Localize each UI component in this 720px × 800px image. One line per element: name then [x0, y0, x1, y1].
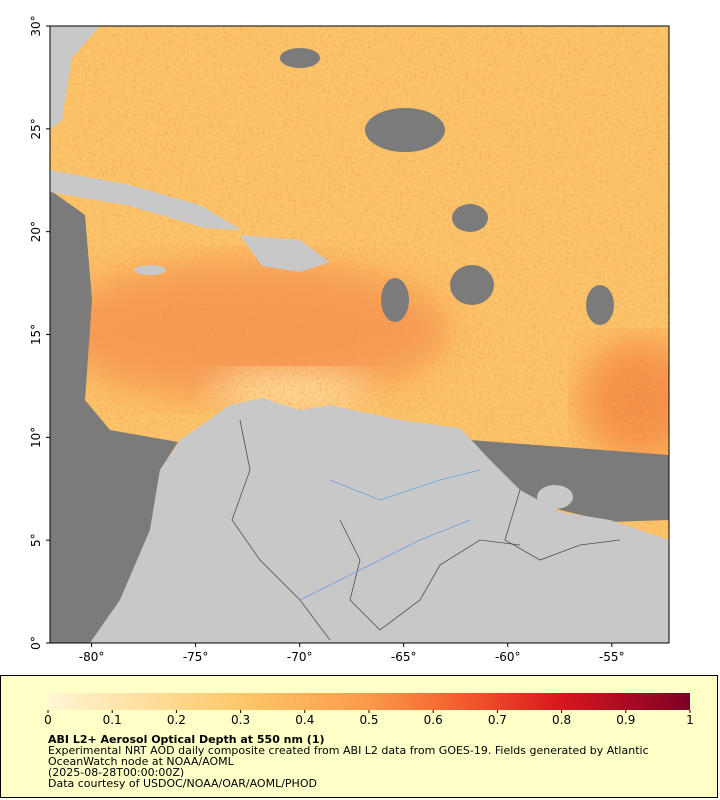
- colorbar-tick-label: 0.5: [359, 713, 378, 726]
- caption-credit: Data courtesy of USDOC/NOAA/OAR/AOML/PHO…: [48, 777, 317, 790]
- colorbar-tick-label: 0.7: [488, 713, 507, 726]
- colorbar-tick-label: 0.6: [424, 713, 443, 726]
- colorbar-ramp: [48, 693, 690, 710]
- lon-tick-label: -70°: [287, 650, 313, 664]
- lon-tick-label: -75°: [183, 650, 209, 664]
- colorbar-tick-label: 0.8: [552, 713, 571, 726]
- colorbar-tick-label: 0.3: [231, 713, 250, 726]
- caption-timestamp: (2025-08-28T00:00:00Z): [48, 766, 185, 779]
- map-body: [50, 26, 669, 643]
- land: [50, 26, 669, 643]
- lon-tick-label: -80°: [79, 650, 105, 664]
- lat-tick-label: 10°: [29, 427, 43, 448]
- lon-tick-label: -65°: [391, 650, 417, 664]
- caption-description: Experimental NRT AOD daily composite cre…: [48, 744, 649, 768]
- lat-tick-label: 5°: [29, 533, 43, 547]
- colorbar-tick-label: 0.1: [103, 713, 122, 726]
- lon-tick-label: -55°: [599, 650, 625, 664]
- colorbar-tick-label: 0.4: [295, 713, 314, 726]
- legend-panel: 0 0.1 0.2 0.3 0.4 0.5 0.6 0.7 0.8 0.9 1 ABI L2+ Ae…: [0, 675, 718, 798]
- caption-title: ABI L2+ Aerosol Optical Depth at 550 nm …: [48, 733, 325, 746]
- colorbar-tick-label: 1: [686, 713, 694, 726]
- lat-tick-label: 30°: [29, 15, 43, 36]
- rivers: [299, 469, 481, 601]
- map-figure: -80° -75° -70° -65° -60° -55° 0° 5° 10° 15° 20° 25°…: [29, 15, 670, 664]
- lat-tick-label: 0°: [29, 636, 43, 650]
- lon-tick-label: -60°: [495, 650, 521, 664]
- borders: [231, 419, 621, 641]
- lat-tick-label: 15°: [29, 324, 43, 345]
- lat-tick-label: 25°: [29, 118, 43, 139]
- colorbar-tick-label: 0.9: [616, 713, 635, 726]
- colorbar: 0 0.1 0.2 0.3 0.4 0.5 0.6 0.7 0.8 0.9 1: [44, 693, 694, 726]
- lat-tick-label: 20°: [29, 221, 43, 242]
- colorbar-tick-label: 0.2: [167, 713, 186, 726]
- no-data: [50, 48, 669, 643]
- colorbar-tick-label: 0: [44, 713, 52, 726]
